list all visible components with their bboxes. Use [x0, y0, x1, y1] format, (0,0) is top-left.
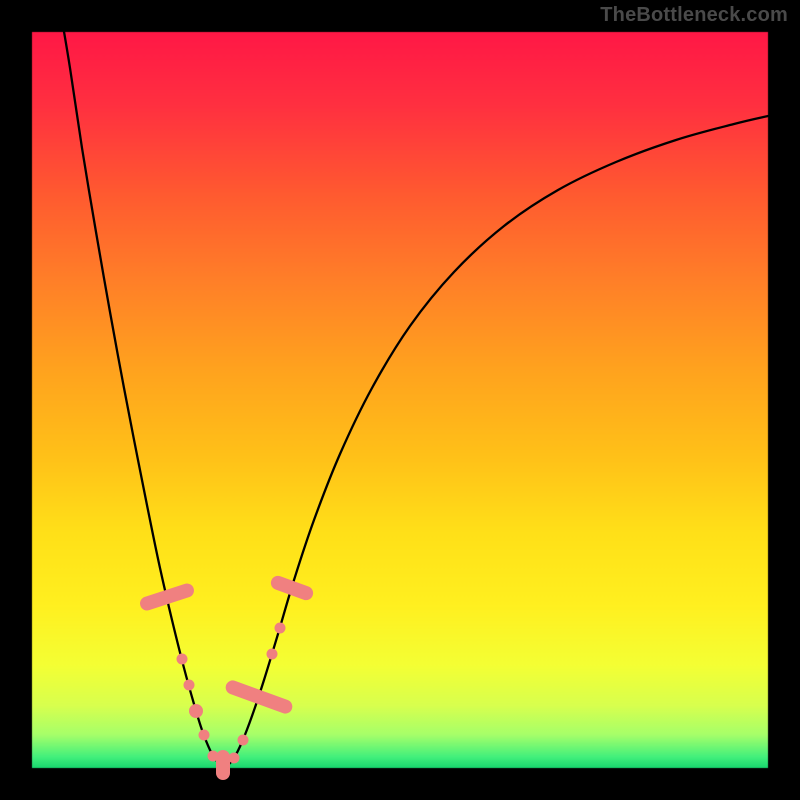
marker-capsule [269, 574, 315, 602]
marker-capsule [224, 678, 295, 715]
marker-dot [189, 704, 203, 718]
marker-dot [177, 654, 188, 665]
marker-dot [184, 680, 195, 691]
marker-dot [199, 730, 210, 741]
marker-dot [238, 735, 249, 746]
marker-dot [267, 649, 278, 660]
curve-right-branch [228, 116, 768, 765]
watermark-text: TheBottleneck.com [600, 4, 788, 27]
chart-stage: TheBottleneck.com [0, 0, 800, 800]
curve-overlay [0, 0, 800, 800]
curve-left-branch [62, 20, 220, 765]
marker-dot [275, 623, 286, 634]
marker-capsule [138, 582, 196, 613]
marker-capsule [216, 750, 230, 780]
marker-dot [229, 753, 240, 764]
